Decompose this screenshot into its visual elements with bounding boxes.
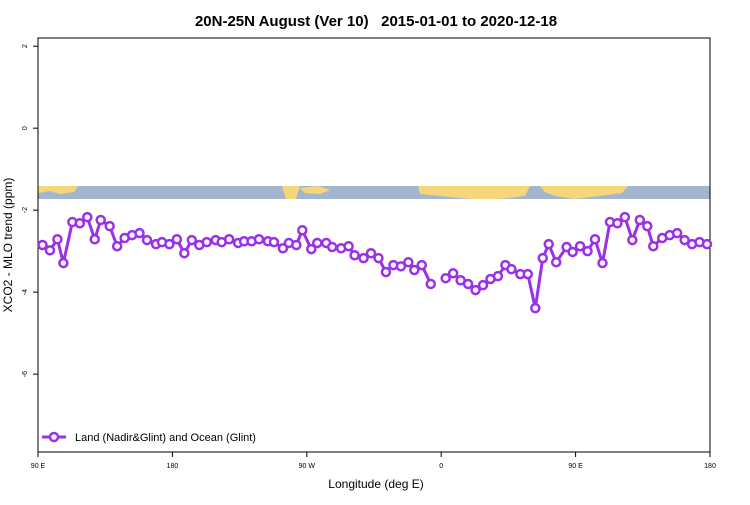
data-point xyxy=(627,234,638,246)
data-point xyxy=(537,252,548,264)
y-tick-label: 2 xyxy=(22,44,29,48)
data-point xyxy=(141,234,153,246)
data-point xyxy=(37,239,48,251)
x-tick-label: 0 xyxy=(439,463,443,470)
data-point xyxy=(89,234,100,245)
data-point xyxy=(253,234,265,245)
data-point xyxy=(409,264,420,276)
x-tick-label: 90 E xyxy=(568,463,583,470)
data-point xyxy=(343,240,354,252)
data-point xyxy=(477,279,489,291)
legend-label: Land (Nadir&Glint) and Ocean (Glint) xyxy=(75,432,256,444)
data-point xyxy=(380,266,392,278)
data-point xyxy=(365,247,377,259)
map-land xyxy=(282,186,300,199)
data-point xyxy=(550,256,562,268)
data-point xyxy=(574,240,586,252)
y-tick-label: -6 xyxy=(22,371,29,377)
data-point xyxy=(349,249,360,261)
data-point xyxy=(492,270,504,282)
data-point xyxy=(326,241,338,253)
data-point xyxy=(470,284,481,296)
data-point xyxy=(306,243,317,255)
data-point xyxy=(543,238,554,250)
legend-marker xyxy=(48,431,60,443)
data-point xyxy=(447,268,459,279)
data-point xyxy=(679,234,690,246)
data-point xyxy=(440,272,451,284)
map-land xyxy=(540,186,628,199)
map-ocean xyxy=(38,186,710,199)
data-point xyxy=(82,211,93,223)
data-point xyxy=(619,211,631,223)
data-point xyxy=(701,238,713,250)
map-land xyxy=(418,186,530,199)
data-point xyxy=(44,245,56,256)
data-point xyxy=(312,237,323,249)
map-strip xyxy=(38,186,710,199)
chart-title: 20N-25N August (Ver 10) 2015-01-01 to 20… xyxy=(195,13,557,30)
data-point xyxy=(52,234,63,245)
data-point xyxy=(223,234,235,245)
x-tick-label: 90 W xyxy=(299,463,316,470)
y-tick-label: 0 xyxy=(22,126,29,130)
data-point xyxy=(597,257,608,269)
data-point xyxy=(186,234,198,246)
map-land xyxy=(300,186,330,194)
legend: Land (Nadir&Glint) and Ocean (Glint) xyxy=(42,431,256,444)
data-point xyxy=(589,234,601,245)
map-land xyxy=(38,186,78,194)
data-point xyxy=(164,238,175,250)
data-point xyxy=(416,259,428,271)
y-tick-label: -4 xyxy=(22,289,29,295)
data-point xyxy=(642,220,653,232)
data-point xyxy=(395,261,407,272)
x-tick-label: 90 E xyxy=(31,463,46,470)
data-point xyxy=(111,240,123,252)
x-tick-label: 180 xyxy=(167,463,179,470)
data-point xyxy=(297,224,308,236)
data-point xyxy=(74,218,86,229)
data-point xyxy=(403,256,414,268)
data-point xyxy=(612,218,623,229)
data-point xyxy=(530,302,541,314)
data-point xyxy=(358,252,369,264)
data-point xyxy=(179,247,190,259)
y-axis-label: XCO2 - MLO trend (ppm) xyxy=(1,178,15,313)
data-point xyxy=(462,278,474,290)
data-point xyxy=(134,227,145,239)
data-point xyxy=(582,245,593,257)
data-point xyxy=(291,239,302,251)
data-point xyxy=(648,240,659,252)
y-tick-label: -2 xyxy=(22,207,29,213)
data-point xyxy=(95,214,106,226)
data-point xyxy=(567,246,578,258)
data-point xyxy=(58,257,69,269)
data-point xyxy=(373,252,384,264)
data-point xyxy=(522,268,534,280)
data-point xyxy=(268,236,280,248)
data-point xyxy=(671,227,683,239)
data-point xyxy=(634,214,646,226)
data-point xyxy=(171,234,183,245)
data-point xyxy=(506,263,517,275)
x-axis-label: Longitude (deg E) xyxy=(328,477,423,491)
data-point xyxy=(425,278,436,290)
data-point xyxy=(104,220,115,232)
data-point xyxy=(201,236,212,248)
x-tick-label: 180 xyxy=(704,463,716,470)
